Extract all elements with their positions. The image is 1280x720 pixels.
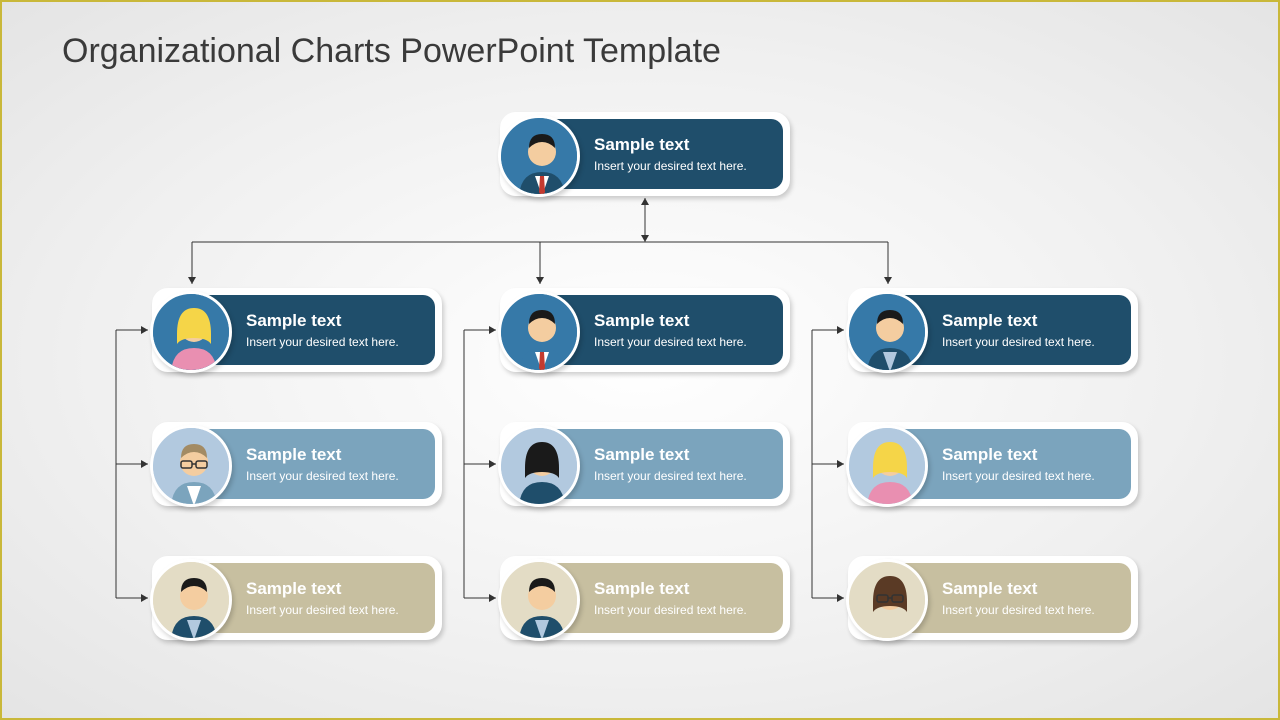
card-title: Sample text — [246, 579, 435, 599]
card-subtitle: Insert your desired text here. — [594, 159, 774, 174]
avatar-icon — [150, 291, 232, 373]
avatar-icon — [150, 559, 232, 641]
card-title: Sample text — [942, 311, 1131, 331]
org-card-c3: Sample text Insert your desired text her… — [848, 556, 1138, 640]
org-card-b2: Sample text Insert your desired text her… — [500, 422, 790, 506]
card-subtitle: Insert your desired text here. — [942, 469, 1122, 484]
card-subtitle: Insert your desired text here. — [594, 603, 774, 618]
avatar-icon — [846, 559, 928, 641]
org-chart-canvas: Sample text Insert your desired text her… — [2, 2, 1278, 718]
card-title: Sample text — [594, 311, 783, 331]
avatar-icon — [498, 425, 580, 507]
avatar-icon — [846, 425, 928, 507]
avatar-icon — [498, 291, 580, 373]
card-title: Sample text — [942, 579, 1131, 599]
org-card-b1: Sample text Insert your desired text her… — [500, 288, 790, 372]
card-title: Sample text — [594, 579, 783, 599]
org-card-a3: Sample text Insert your desired text her… — [152, 556, 442, 640]
card-title: Sample text — [246, 445, 435, 465]
card-subtitle: Insert your desired text here. — [594, 335, 774, 350]
avatar-icon — [498, 115, 580, 197]
card-subtitle: Insert your desired text here. — [942, 603, 1122, 618]
avatar-icon — [150, 425, 232, 507]
card-title: Sample text — [594, 135, 783, 155]
card-title: Sample text — [246, 311, 435, 331]
card-title: Sample text — [942, 445, 1131, 465]
card-subtitle: Insert your desired text here. — [246, 469, 426, 484]
org-card-a1: Sample text Insert your desired text her… — [152, 288, 442, 372]
card-subtitle: Insert your desired text here. — [246, 335, 426, 350]
card-title: Sample text — [594, 445, 783, 465]
org-card-c1: Sample text Insert your desired text her… — [848, 288, 1138, 372]
avatar-icon — [846, 291, 928, 373]
org-card-a2: Sample text Insert your desired text her… — [152, 422, 442, 506]
org-card-root: Sample text Insert your desired text her… — [500, 112, 790, 196]
org-card-b3: Sample text Insert your desired text her… — [500, 556, 790, 640]
avatar-icon — [498, 559, 580, 641]
org-card-c2: Sample text Insert your desired text her… — [848, 422, 1138, 506]
card-subtitle: Insert your desired text here. — [594, 469, 774, 484]
card-subtitle: Insert your desired text here. — [246, 603, 426, 618]
card-subtitle: Insert your desired text here. — [942, 335, 1122, 350]
